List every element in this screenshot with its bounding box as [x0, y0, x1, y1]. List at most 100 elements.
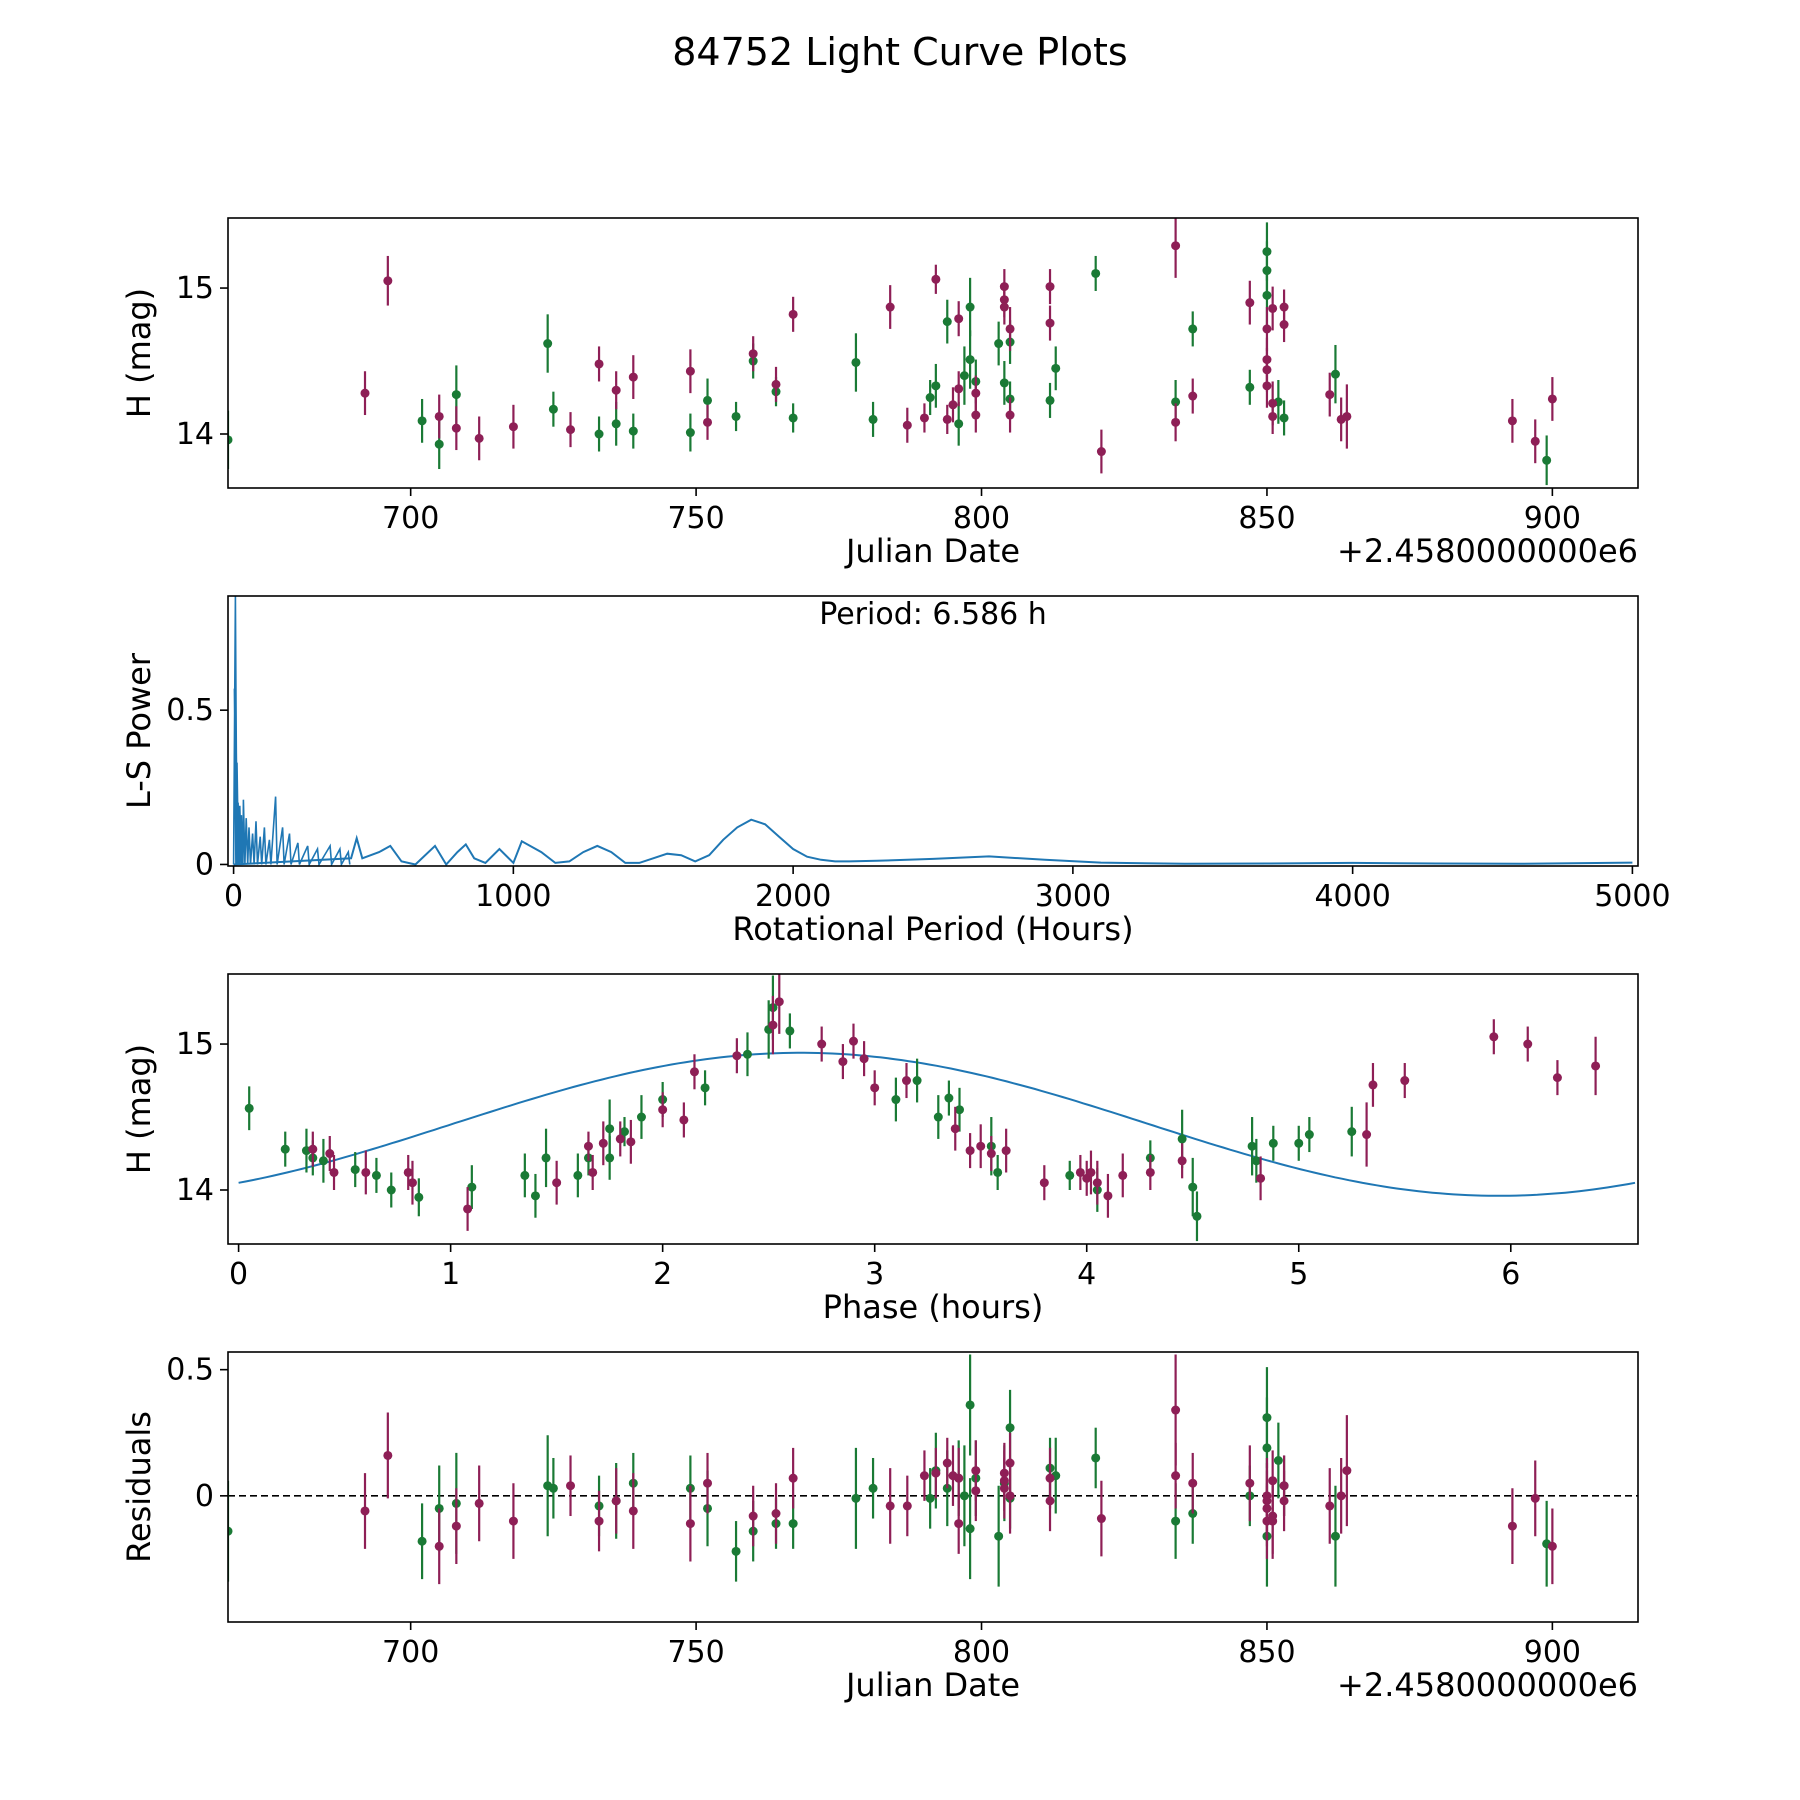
data-point-purple: [383, 1450, 393, 1460]
data-point-purple: [361, 1167, 371, 1177]
x-tick-label: 800: [953, 501, 1010, 536]
data-point-green: [1171, 1516, 1181, 1526]
data-point-green: [530, 1191, 540, 1201]
data-point-purple: [508, 422, 518, 432]
data-point-purple: [1639, 374, 1648, 383]
data-point-purple: [434, 411, 444, 421]
data-point-purple: [919, 1471, 929, 1481]
data-point-purple: [1045, 1473, 1055, 1483]
data-point-green: [912, 1076, 922, 1086]
data-point-purple: [1096, 447, 1106, 457]
x-tick-label: 700: [382, 501, 439, 536]
data-point-purple: [971, 1486, 981, 1496]
y-tick-label: 14: [176, 1173, 214, 1208]
x-tick-label: 750: [667, 1635, 724, 1670]
data-point-green: [925, 393, 935, 403]
x-tick-label: 2000: [755, 879, 831, 914]
data-point-green: [700, 1083, 710, 1093]
data-point-green: [628, 426, 638, 436]
data-point-purple: [1507, 1521, 1517, 1531]
data-point-green: [386, 1185, 396, 1195]
data-point-purple: [1096, 1514, 1106, 1524]
data-point-purple: [308, 1144, 318, 1154]
data-point-purple: [1171, 1471, 1181, 1481]
data-point-green: [548, 404, 558, 414]
x-axis-label: Phase (hours): [823, 1288, 1044, 1326]
data-point-purple: [748, 349, 758, 359]
data-point-purple: [407, 1178, 417, 1188]
x-tick-label: 3: [865, 1257, 884, 1292]
data-point-purple: [942, 1458, 952, 1468]
data-point-purple: [774, 997, 784, 1007]
data-point-purple: [902, 420, 912, 430]
data-point-purple: [685, 366, 695, 376]
x-tick-label: 4000: [1314, 879, 1390, 914]
data-point-purple: [628, 1506, 638, 1516]
x-axis-label: Rotational Period (Hours): [732, 910, 1133, 948]
data-point-green: [868, 414, 878, 424]
data-point-purple: [1039, 1178, 1049, 1188]
data-point-green: [467, 1182, 477, 1192]
x-offset-label: +2.4580000000e6: [1337, 1666, 1638, 1704]
data-point-purple: [463, 1204, 473, 1214]
x-tick-label: 3000: [1035, 879, 1111, 914]
data-point-green: [1065, 1170, 1075, 1180]
data-point-purple: [566, 425, 576, 435]
data-point-purple: [1245, 298, 1255, 308]
data-point-green: [742, 1049, 752, 1059]
data-point-purple: [1005, 1491, 1015, 1501]
data-point-purple: [788, 309, 798, 319]
data-point-purple: [971, 388, 981, 398]
data-point-green: [573, 1170, 583, 1180]
data-point-purple: [1145, 1167, 1155, 1177]
plot-area: [238, 974, 1636, 1242]
data-point-purple: [360, 388, 370, 398]
data-point-green: [520, 1170, 530, 1180]
data-point-green: [318, 1156, 328, 1166]
data-point-purple: [360, 1506, 370, 1516]
x-tick-label: 800: [953, 1635, 1010, 1670]
data-point-green: [543, 339, 553, 349]
data-point-green: [1005, 1423, 1015, 1433]
data-point-purple: [788, 1473, 798, 1483]
x-tick-label: 0: [224, 879, 243, 914]
data-point-green: [1247, 1141, 1257, 1151]
axes-frame: [227, 1351, 1639, 1623]
panel-p2: Period: 6.586 h 0 1000 2000 3000 4000 5000 0 0.5…: [120, 595, 1671, 948]
data-point-purple: [971, 410, 981, 420]
data-point-purple: [1001, 1146, 1011, 1156]
data-point-purple: [1005, 410, 1015, 420]
data-point-purple: [901, 1076, 911, 1086]
data-point-purple: [383, 276, 393, 286]
x-axis-label: Julian Date: [844, 532, 1020, 570]
data-point-purple: [626, 1137, 636, 1147]
data-point-green: [731, 1546, 741, 1556]
data-point-purple: [1086, 1167, 1096, 1177]
panel-p3: 0 1 2 3 4 5 6 14 15 Phase (hours) H (mag): [120, 973, 1639, 1326]
data-point-purple: [474, 1498, 484, 1508]
y-axis-label: L-S Power: [120, 652, 158, 809]
data-point-purple: [885, 302, 895, 312]
data-point-green: [994, 339, 1004, 349]
axes-frame: [227, 217, 1639, 489]
data-point-purple: [1279, 1496, 1289, 1506]
data-point-green: [594, 429, 604, 439]
data-point-green: [1262, 290, 1272, 300]
data-point-purple: [1268, 1516, 1278, 1526]
data-point-green: [371, 1170, 381, 1180]
data-point-purple: [768, 1020, 778, 1030]
data-point-green: [228, 435, 233, 445]
data-point-purple: [611, 385, 621, 395]
data-point-purple: [1262, 324, 1272, 334]
y-axis-label: H (mag): [120, 288, 158, 418]
plot-area: [232, 596, 1633, 866]
data-point-green: [417, 1536, 427, 1546]
data-point-purple: [1171, 417, 1181, 427]
data-point-green: [891, 1095, 901, 1105]
data-point-purple: [689, 1067, 699, 1077]
data-point-purple: [588, 1167, 598, 1177]
data-point-green: [434, 439, 444, 449]
data-point-green: [1188, 1182, 1198, 1192]
data-point-purple: [1325, 390, 1335, 400]
x-tick-label: 700: [382, 1635, 439, 1670]
